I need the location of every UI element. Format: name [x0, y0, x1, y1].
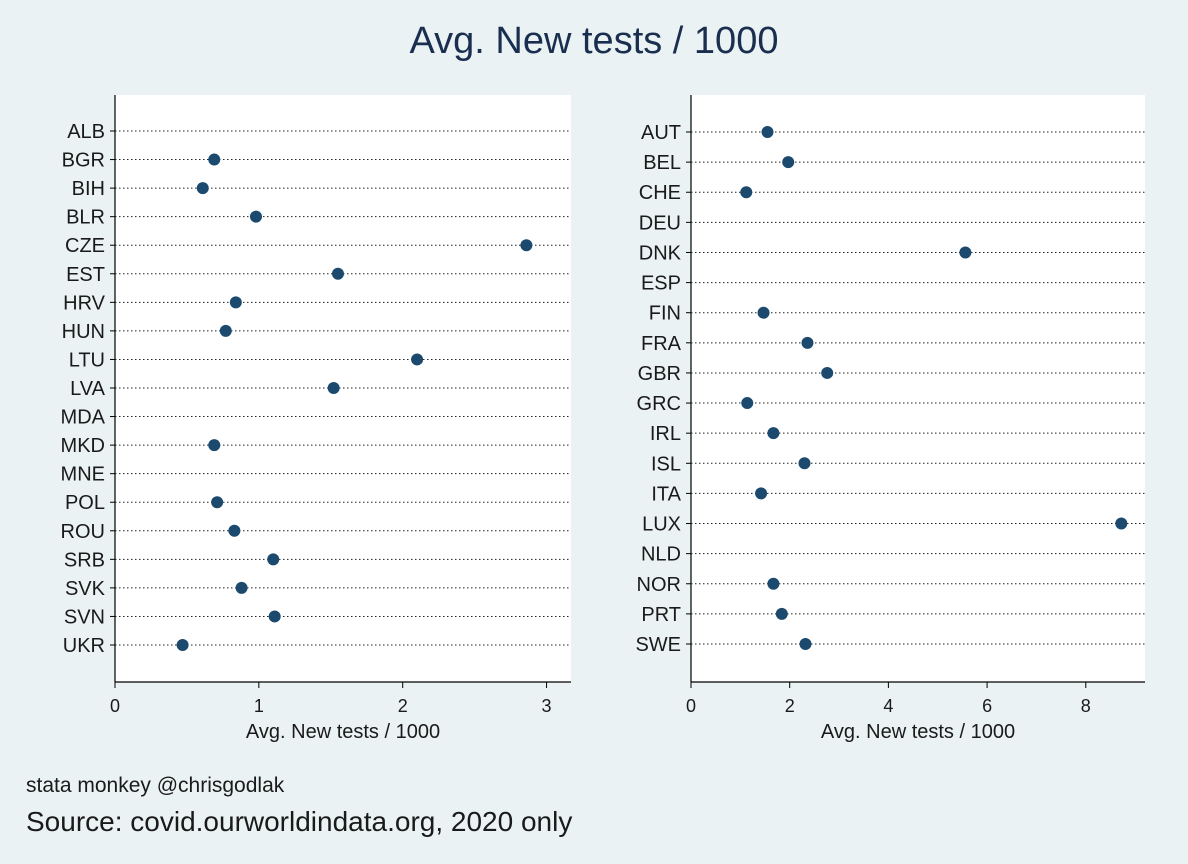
data-point-hun	[219, 324, 232, 337]
credit-note: stata monkey @chrisgodlak	[26, 774, 285, 797]
y-tick-label: BGR	[62, 150, 105, 172]
data-point-swe	[799, 638, 812, 650]
data-point-lux	[1115, 517, 1128, 530]
y-tick-label: DEU	[639, 212, 681, 234]
data-point-cze	[520, 239, 533, 252]
y-tick-label: MDA	[61, 407, 106, 429]
y-tick-label: NOR	[637, 574, 681, 596]
y-tick-label: ESP	[641, 273, 681, 295]
y-tick-label: GRC	[637, 393, 681, 415]
y-tick-label: SRB	[64, 549, 105, 571]
y-tick-label: MKD	[61, 435, 105, 457]
data-point-fin	[757, 306, 770, 319]
panel-right: AUT BEL CHE DEU DNK ESP FIN FRA GBR GRC IRL ISL ITA L…	[635, 95, 1145, 743]
y-tick-label: IRL	[650, 423, 681, 445]
x-tick-label: 4	[883, 696, 893, 716]
x-axis-label: Avg. New tests / 1000	[821, 721, 1015, 743]
data-point-svn	[268, 610, 281, 623]
x-tick-label: 2	[398, 696, 408, 716]
x-axis-label: Avg. New tests / 1000	[246, 721, 440, 743]
y-tick-label: BEL	[643, 152, 681, 174]
y-tick-label: CHE	[639, 182, 681, 204]
y-tick-label: FIN	[649, 303, 681, 325]
y-tick-label: LTU	[69, 349, 105, 371]
y-tick-label: SWE	[635, 634, 681, 656]
y-tick-label: ALB	[67, 121, 105, 143]
y-tick-label: LUX	[642, 514, 681, 536]
data-point-rou	[228, 524, 241, 537]
data-point-ita	[755, 487, 768, 500]
data-point-isl	[798, 457, 811, 470]
y-tick-label: ISL	[651, 453, 681, 475]
y-tick-label: UKR	[63, 635, 105, 657]
x-tick-label: 1	[254, 696, 264, 716]
y-tick-label: CZE	[65, 235, 105, 257]
y-tick-label: FRA	[641, 333, 682, 355]
y-tick-label: PRT	[641, 604, 681, 626]
data-point-aut	[761, 126, 774, 138]
source-note: Source: covid.ourworldindata.org, 2020 o…	[26, 806, 573, 837]
data-point-irl	[767, 427, 780, 440]
plot-area	[691, 95, 1145, 682]
data-point-bgr	[208, 153, 221, 166]
y-tick-label: ROU	[61, 521, 105, 543]
data-point-est	[331, 267, 344, 280]
y-tick-label: HRV	[63, 292, 106, 314]
y-tick-label: GBR	[638, 363, 681, 385]
data-point-srb	[267, 553, 280, 566]
data-point-ltu	[411, 353, 424, 366]
x-tick-label: 3	[542, 696, 552, 716]
y-tick-label: ITA	[651, 483, 681, 505]
data-point-dnk	[959, 246, 972, 259]
data-point-prt	[775, 607, 788, 620]
x-tick-label: 0	[110, 696, 120, 716]
y-tick-label: SVN	[64, 606, 105, 628]
x-tick-label: 0	[686, 696, 696, 716]
y-tick-label: EST	[66, 264, 105, 286]
data-point-gbr	[821, 366, 834, 379]
data-point-ukr	[176, 639, 189, 651]
x-tick-label: 8	[1081, 696, 1091, 716]
x-tick-label: 6	[982, 696, 992, 716]
data-point-svk	[235, 581, 248, 594]
data-point-hrv	[229, 296, 242, 309]
y-tick-label: BLR	[66, 207, 105, 229]
data-point-mkd	[208, 439, 221, 452]
data-point-lva	[327, 382, 340, 394]
y-tick-label: DNK	[639, 242, 682, 264]
data-point-bel	[782, 156, 795, 169]
data-point-nor	[767, 577, 780, 590]
data-point-fra	[801, 336, 814, 349]
y-tick-label: NLD	[641, 544, 681, 566]
y-tick-label: BIH	[72, 178, 105, 200]
data-point-che	[740, 186, 753, 199]
data-point-grc	[741, 397, 754, 410]
y-tick-label: SVK	[65, 578, 106, 600]
y-tick-label: POL	[65, 492, 105, 514]
y-tick-label: LVA	[70, 378, 105, 400]
data-point-bih	[196, 182, 209, 195]
y-tick-label: HUN	[62, 321, 105, 343]
y-tick-label: AUT	[641, 122, 681, 144]
y-tick-label: MNE	[61, 464, 105, 486]
x-tick-label: 2	[785, 696, 795, 716]
data-point-blr	[249, 210, 262, 223]
panel-left: ALB BGR BIH BLR CZE EST HRV HUN LTU LVA MDA MKD MNE P…	[61, 95, 571, 743]
chart-title: Avg. New tests / 1000	[409, 20, 779, 62]
data-point-pol	[211, 496, 224, 509]
